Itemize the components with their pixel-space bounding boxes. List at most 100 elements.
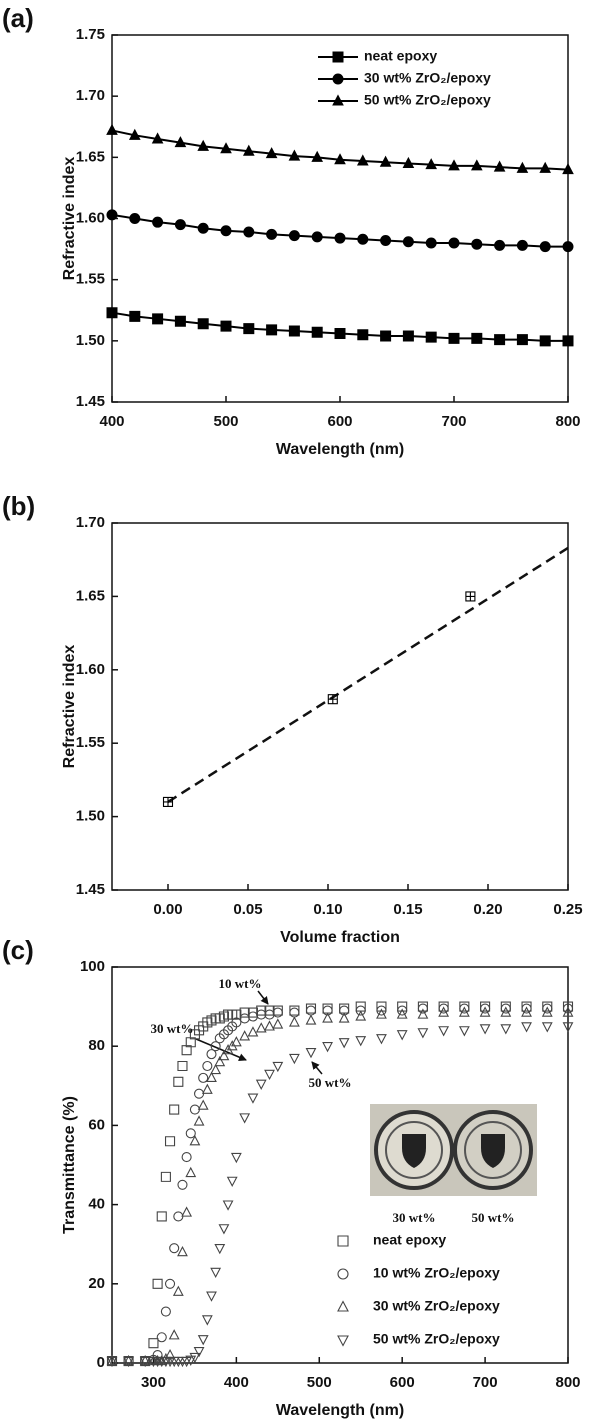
marker	[106, 1354, 118, 1366]
marker	[539, 335, 551, 347]
marker	[181, 1206, 193, 1217]
x-tick-label: 500	[213, 413, 238, 430]
marker	[206, 1291, 217, 1302]
legend-marker	[337, 1235, 349, 1247]
marker	[425, 331, 437, 343]
marker	[521, 1022, 532, 1033]
marker	[202, 1060, 213, 1072]
legend-label: 30 wt% ZrO₂/epoxy	[373, 1298, 500, 1314]
legend-label: 50 wt% ZrO₂/epoxy	[364, 92, 491, 108]
legend-marker	[332, 51, 344, 63]
marker	[448, 159, 460, 171]
legend-marker	[337, 1335, 349, 1347]
x-tick-label: 0.05	[233, 901, 262, 918]
marker	[123, 1354, 134, 1366]
marker	[174, 315, 186, 327]
marker	[379, 155, 392, 167]
marker	[289, 1007, 300, 1018]
marker	[471, 332, 483, 344]
marker	[169, 1104, 180, 1115]
marker	[193, 1346, 205, 1358]
marker	[338, 1012, 350, 1023]
marker	[255, 1022, 267, 1033]
marker	[264, 1069, 275, 1081]
sample-ring	[464, 1121, 522, 1179]
marker	[322, 1003, 333, 1014]
panel-label: (a)	[2, 3, 34, 33]
y-axis-label: Refractive index	[61, 645, 78, 769]
marker	[189, 1135, 201, 1146]
marker	[243, 226, 255, 238]
marker	[152, 313, 164, 325]
marker	[193, 1115, 205, 1126]
x-tick-label: 0.15	[393, 901, 422, 918]
marker	[334, 153, 346, 165]
marker	[106, 209, 118, 221]
marker	[220, 320, 232, 332]
marker	[438, 1006, 450, 1017]
marker	[226, 1176, 238, 1187]
marker	[288, 1053, 300, 1065]
marker	[201, 1315, 213, 1326]
marker	[247, 1093, 259, 1104]
x-axis-label: Volume fraction	[280, 929, 400, 946]
marker	[311, 231, 323, 243]
y-axis-label: Refractive index	[61, 157, 78, 281]
marker	[500, 1006, 512, 1017]
x-tick-label: 400	[99, 413, 124, 430]
marker	[380, 330, 392, 342]
marker	[185, 1355, 197, 1366]
marker	[355, 1005, 366, 1016]
marker	[272, 1061, 284, 1073]
marker	[177, 1245, 188, 1257]
marker	[206, 1049, 217, 1060]
annotation: 30 wt%	[151, 1021, 194, 1036]
marker	[338, 1038, 350, 1049]
y-tick-label: 1.60	[76, 209, 105, 226]
marker	[185, 1166, 197, 1178]
y-tick-label: 1.45	[76, 393, 105, 410]
marker	[197, 1335, 209, 1346]
y-tick-label: 1.45	[76, 881, 105, 898]
marker	[305, 1005, 317, 1016]
marker	[417, 1028, 429, 1039]
marker	[494, 334, 506, 346]
marker	[185, 1037, 196, 1048]
marker	[151, 132, 164, 144]
inset-photo	[370, 1104, 537, 1196]
marker	[139, 1356, 151, 1368]
plot-frame	[111, 966, 569, 1364]
legend-label: 10 wt% ZrO₂/epoxy	[373, 1265, 500, 1281]
marker	[289, 1005, 300, 1016]
marker	[500, 1024, 512, 1035]
marker	[152, 1278, 163, 1289]
y-tick-label: 1.55	[76, 734, 105, 751]
marker	[197, 1099, 209, 1110]
marker	[539, 241, 551, 253]
marker	[220, 142, 232, 154]
marker	[256, 1009, 267, 1020]
marker	[376, 1008, 387, 1019]
marker	[272, 1005, 283, 1016]
marker	[197, 222, 209, 234]
marker	[311, 326, 323, 338]
marker	[355, 1010, 367, 1021]
marker	[198, 1021, 209, 1032]
marker	[471, 238, 483, 250]
marker	[230, 1036, 242, 1047]
marker	[172, 1285, 184, 1296]
marker	[230, 1152, 242, 1164]
annotation: 50 wt%	[309, 1075, 352, 1090]
marker	[242, 144, 255, 156]
marker	[376, 1034, 387, 1045]
marker	[160, 1306, 171, 1317]
marker	[438, 1026, 450, 1037]
marker	[156, 1354, 168, 1366]
marker	[181, 1045, 192, 1056]
x-tick-label: 300	[141, 1374, 166, 1391]
marker	[255, 1079, 267, 1090]
marker	[516, 334, 528, 346]
marker	[516, 239, 528, 251]
marker	[214, 1055, 226, 1067]
